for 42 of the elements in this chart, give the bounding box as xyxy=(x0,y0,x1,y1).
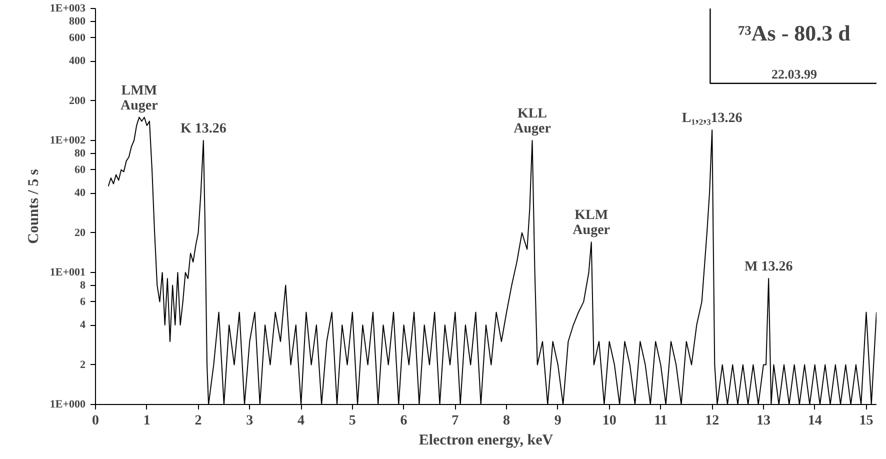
y-tick-label: 80 xyxy=(74,147,86,160)
x-tick-label: 12 xyxy=(705,414,720,428)
y-axis-title: Counts / 5 s xyxy=(26,169,42,244)
annotation: KLL Auger xyxy=(514,106,551,136)
y-tick-label: 1E+002 xyxy=(50,134,86,146)
x-tick-label: 15 xyxy=(859,414,874,428)
x-tick-label: 14 xyxy=(808,414,822,428)
x-tick-label: 13 xyxy=(756,414,770,428)
y-tick-label: 600 xyxy=(69,32,86,44)
annotation: M 13.26 xyxy=(744,260,793,275)
x-tick-label: 5 xyxy=(348,414,356,428)
x-tick-label: 2 xyxy=(194,414,202,428)
x-tick-label: 9 xyxy=(554,414,562,428)
annotation: LMM Auger xyxy=(120,83,158,114)
y-tick-label: 60 xyxy=(74,164,86,176)
x-tick-label: 11 xyxy=(654,414,668,428)
y-tick-label: 400 xyxy=(69,55,86,68)
x-tick-label: 0 xyxy=(92,414,99,428)
x-tick-label: 4 xyxy=(298,414,305,428)
y-tick-label: 40 xyxy=(74,187,86,200)
y-tick-label: 2 xyxy=(80,358,86,371)
y-tick-label: 1E+000 xyxy=(50,398,86,410)
y-tick-label: 1E+003 xyxy=(50,2,86,14)
y-tick-label: 4 xyxy=(80,319,86,332)
x-tick-label: 7 xyxy=(452,414,459,428)
x-tick-label: 3 xyxy=(246,414,254,428)
y-tick-label: 20 xyxy=(74,226,86,239)
text: 22.03.99 xyxy=(772,66,818,82)
x-axis-title: Electron energy, keV xyxy=(418,432,554,448)
y-tick-label: 1E+001 xyxy=(50,266,86,278)
x-tick-label: 6 xyxy=(400,414,408,428)
y-tick-label: 6 xyxy=(80,296,86,308)
x-tick-label: 8 xyxy=(503,414,510,428)
y-tick-label: 8 xyxy=(80,279,86,292)
text: ⁷³As - 80.3 d xyxy=(738,20,850,46)
x-tick-label: 10 xyxy=(602,414,616,428)
annotation: L₁,₂,₃13.26 xyxy=(682,111,742,126)
y-tick-label: 800 xyxy=(69,15,86,28)
y-tick-label: 200 xyxy=(69,94,86,107)
annotation: KLM Auger xyxy=(572,208,610,238)
annotation: K 13.26 xyxy=(180,122,226,136)
x-tick-label: 1 xyxy=(143,414,150,428)
